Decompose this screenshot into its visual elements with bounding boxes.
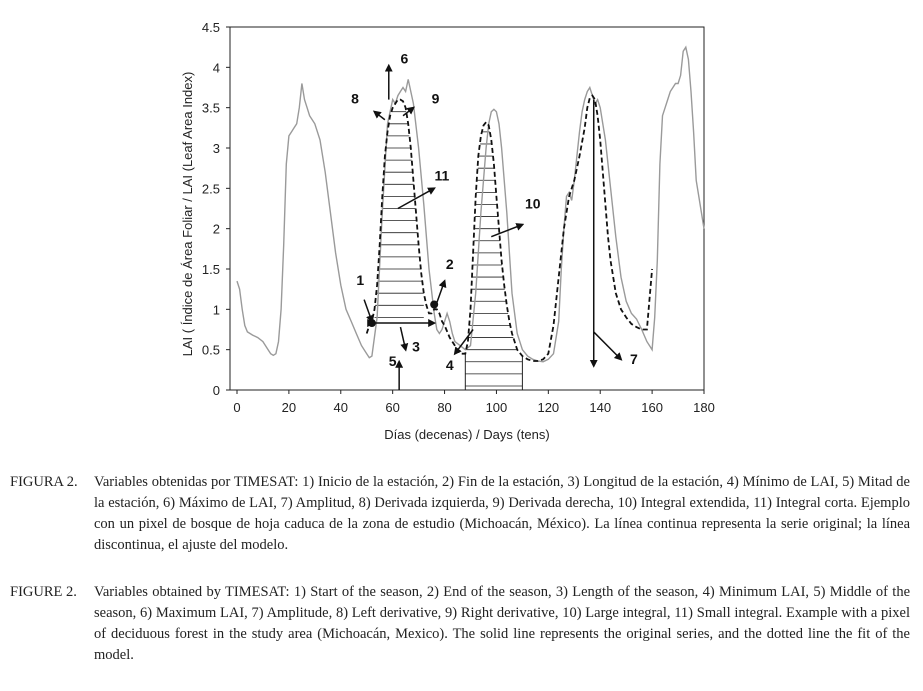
y-tick-label: 1.5 bbox=[202, 262, 220, 277]
integral-hatching bbox=[374, 111, 523, 390]
annotation-label-4: 4 bbox=[446, 357, 454, 373]
y-tick-label: 3.5 bbox=[202, 101, 220, 116]
caption-es-lead: FIGURA 2. bbox=[10, 474, 78, 490]
y-tick-label: 3 bbox=[213, 141, 220, 156]
annotation-label-8: 8 bbox=[351, 91, 359, 107]
caption-spanish: FIGURA 2. Variables obtenidas por TIMESA… bbox=[10, 472, 910, 556]
annotation-label-11: 11 bbox=[435, 167, 450, 183]
annotation-label-2: 2 bbox=[446, 256, 454, 272]
y-tick-label: 1 bbox=[213, 302, 220, 317]
caption-en-lead: FIGURE 2. bbox=[10, 584, 77, 600]
arrow-1 bbox=[363, 299, 374, 324]
x-tick-label: 80 bbox=[437, 400, 451, 415]
series-layer bbox=[236, 45, 705, 363]
arrow-2 bbox=[436, 279, 447, 304]
model-fit-line bbox=[365, 94, 653, 362]
x-tick-label: 100 bbox=[486, 400, 508, 415]
x-tick-label: 60 bbox=[385, 400, 399, 415]
arrow-11 bbox=[397, 187, 436, 210]
arrow-7-8 bbox=[372, 110, 386, 121]
x-tick-label: 120 bbox=[537, 400, 559, 415]
arrow-9 bbox=[402, 106, 416, 117]
y-tick-label: 0 bbox=[213, 383, 220, 398]
caption-es-text: Variables obtenidas por TIMESAT: 1) Inic… bbox=[94, 474, 910, 553]
x-tick-label: 180 bbox=[693, 400, 715, 415]
y-axis-label: LAI ( Índice de Área Foliar / LAI (Leaf … bbox=[180, 72, 195, 357]
y-tick-label: 2.5 bbox=[202, 181, 220, 196]
x-tick-label: 40 bbox=[334, 400, 348, 415]
y-tick-label: 0.5 bbox=[202, 343, 220, 358]
y-tick-label: 4 bbox=[213, 60, 220, 75]
annotation-label-9: 9 bbox=[432, 91, 440, 107]
annotation-layer: 1 2 3 4 5 6 8 9 7 10 11 bbox=[351, 50, 638, 390]
plot-frame bbox=[229, 26, 705, 391]
annotation-label-1: 1 bbox=[356, 272, 364, 288]
arrow-7 bbox=[593, 331, 623, 361]
caption-en-text: Variables obtained by TIMESAT: 1) Start … bbox=[94, 584, 910, 663]
arrow-10 bbox=[490, 223, 525, 238]
annotation-label-7: 7 bbox=[630, 351, 638, 367]
tick-layer: 0 20 40 60 80 100 120 140 160 180 0 0.5 1 1.5 2 2.5 3 3.5… bbox=[202, 20, 715, 415]
y-tick-label: 4.5 bbox=[202, 20, 220, 35]
annotation-label-5: 5 bbox=[389, 353, 397, 369]
annotation-label-3: 3 bbox=[412, 338, 420, 354]
caption-english: FIGURE 2. Variables obtained by TIMESAT:… bbox=[10, 582, 910, 666]
arrow-3 bbox=[399, 326, 409, 352]
x-tick-label: 0 bbox=[233, 400, 240, 415]
x-axis-label: Días (decenas) / Days (tens) bbox=[384, 427, 549, 442]
x-tick-label: 140 bbox=[589, 400, 611, 415]
y-tick-label: 2 bbox=[213, 222, 220, 237]
x-tick-label: 20 bbox=[282, 400, 296, 415]
x-tick-label: 160 bbox=[641, 400, 663, 415]
annotation-label-6: 6 bbox=[400, 50, 408, 66]
original-series-line bbox=[236, 45, 705, 363]
annotation-label-10: 10 bbox=[525, 196, 541, 212]
arrow-4 bbox=[453, 329, 474, 356]
